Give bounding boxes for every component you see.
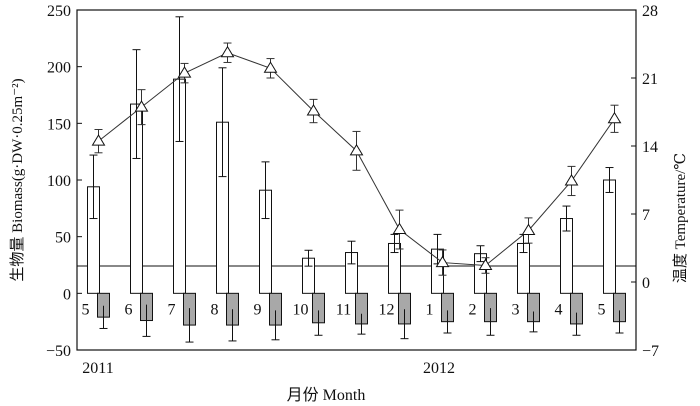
left-tick-label: −50 [46, 343, 71, 360]
left-tick-label: 200 [47, 60, 71, 77]
temperature-point [607, 111, 622, 124]
right-tick-label: 28 [642, 3, 658, 20]
temperature-point [392, 222, 407, 235]
temperature-point [521, 223, 536, 236]
y-axis-right-label: 温度 Temperature/℃ [672, 153, 689, 283]
left-tick-label: 100 [47, 173, 71, 190]
left-tick-label: 150 [47, 116, 71, 133]
left-tick-label: 250 [47, 3, 71, 20]
y-axis-left-label: 生物量 Biomass(g·DW·0.25m⁻²) [9, 78, 26, 281]
right-tick-label: 14 [642, 139, 658, 156]
month-label: 4 [555, 301, 563, 318]
temperature-point [263, 61, 278, 73]
temperature-point [435, 255, 450, 268]
temperature-point [177, 66, 192, 78]
x-axis-label: 月份 Month [287, 386, 366, 404]
temperature-point [564, 173, 579, 186]
month-label: 5 [598, 301, 606, 318]
left-tick-label: 0 [63, 286, 71, 303]
month-label: 7 [168, 301, 176, 318]
biomass-bar-above [603, 179, 616, 294]
year-label-2012: 2012 [423, 360, 455, 377]
bars [87, 16, 626, 343]
left-tick-label: 50 [55, 230, 71, 247]
temperature-point [134, 100, 149, 112]
month-label: 11 [336, 301, 351, 318]
month-label: 3 [512, 301, 520, 318]
year-label-2011: 2011 [82, 360, 113, 377]
temperature-point [349, 143, 364, 156]
month-label: 2 [469, 301, 477, 318]
right-tick-label: 7 [642, 207, 650, 224]
month-label: 9 [254, 301, 262, 318]
month-label: 5 [82, 301, 90, 318]
temperature-point [478, 258, 493, 270]
month-label: 10 [293, 301, 309, 318]
right-axis-ticks: 28 21 14 7 0 −7 [631, 3, 659, 360]
right-tick-label: 21 [642, 71, 658, 88]
month-label: 1 [426, 301, 434, 318]
right-tick-label: −7 [642, 343, 659, 360]
right-tick-label: 0 [642, 275, 650, 292]
temperature-point [91, 134, 106, 146]
temperature-line [91, 42, 622, 276]
month-label: 12 [379, 301, 395, 318]
left-axis-ticks: 250 200 150 100 50 0 −50 [46, 3, 82, 360]
temperature-point [220, 45, 235, 58]
temperature-point [306, 104, 321, 116]
month-label: 6 [125, 301, 133, 318]
month-labels: 5 6 7 8 9 10 11 12 1 2 3 4 5 [82, 301, 606, 318]
month-label: 8 [211, 301, 219, 318]
